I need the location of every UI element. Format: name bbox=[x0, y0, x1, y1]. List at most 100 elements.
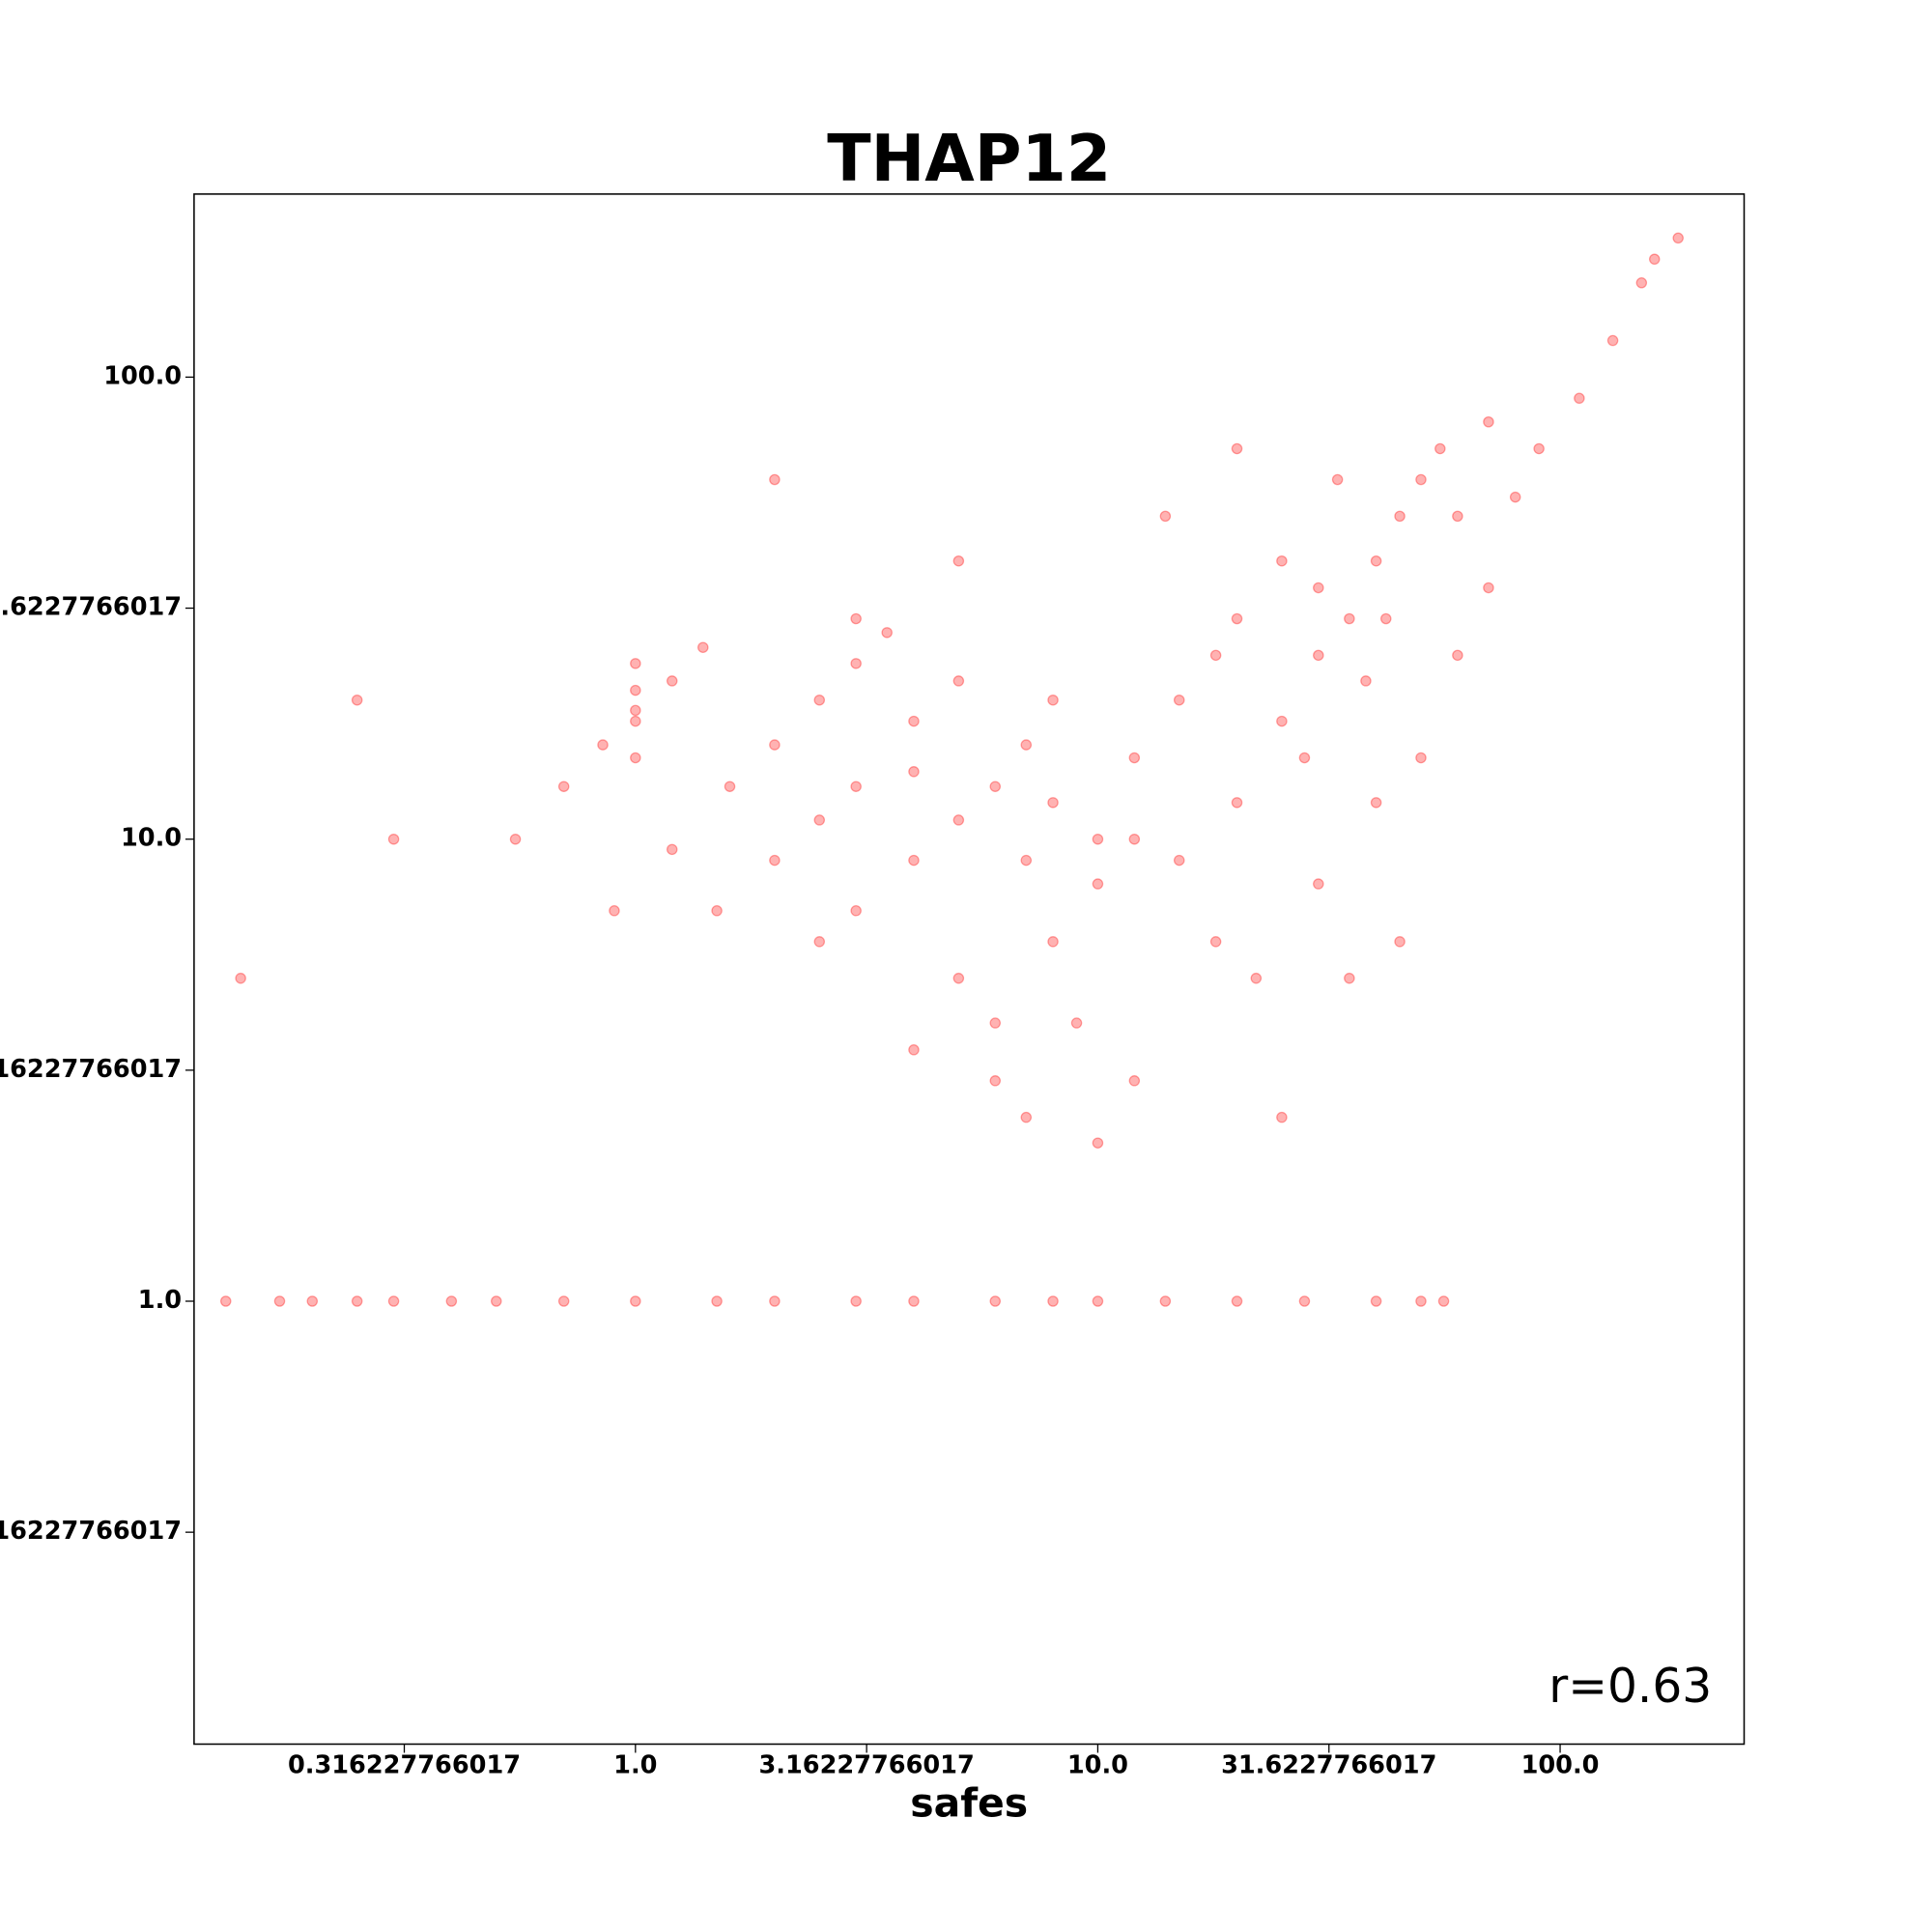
point bbox=[769, 739, 781, 751]
point bbox=[1606, 334, 1619, 347]
point bbox=[445, 1295, 458, 1307]
point bbox=[1452, 649, 1463, 662]
point bbox=[908, 1295, 920, 1307]
y-tick-label: 31.6227766017 bbox=[0, 593, 182, 622]
point bbox=[1128, 752, 1141, 764]
point bbox=[1209, 649, 1222, 662]
y-tick-label: 10.0 bbox=[121, 824, 182, 853]
point bbox=[557, 781, 570, 792]
plot-frame bbox=[193, 193, 1746, 1746]
point bbox=[989, 1295, 1002, 1307]
point bbox=[1574, 392, 1585, 405]
point bbox=[1415, 752, 1427, 764]
point bbox=[509, 833, 522, 845]
point bbox=[597, 739, 609, 751]
point bbox=[813, 936, 826, 948]
point bbox=[306, 1295, 319, 1307]
x-tick-label: 3.16227766017 bbox=[758, 1751, 974, 1780]
point bbox=[989, 1017, 1002, 1029]
point bbox=[1648, 253, 1661, 266]
x-tick-label: 0.316227766017 bbox=[288, 1751, 521, 1780]
point bbox=[850, 781, 862, 792]
point bbox=[1415, 1295, 1427, 1307]
point bbox=[1344, 972, 1355, 984]
point bbox=[1452, 510, 1463, 523]
point bbox=[1231, 442, 1243, 455]
point bbox=[850, 1295, 862, 1307]
point bbox=[1276, 1111, 1288, 1123]
points bbox=[219, 232, 1684, 1307]
point bbox=[850, 905, 862, 917]
point bbox=[1298, 1295, 1311, 1307]
point bbox=[1313, 649, 1324, 662]
point bbox=[989, 1075, 1002, 1087]
chart-title: THAP12 bbox=[827, 121, 1111, 196]
x-tick-label: 100.0 bbox=[1521, 1751, 1600, 1780]
point bbox=[1047, 797, 1059, 809]
point bbox=[387, 1295, 400, 1307]
point bbox=[908, 854, 920, 867]
point bbox=[1092, 878, 1104, 890]
point bbox=[850, 658, 862, 669]
point bbox=[1209, 936, 1222, 948]
point bbox=[908, 1044, 920, 1056]
point bbox=[1370, 1295, 1382, 1307]
y-tick-label: 100.0 bbox=[103, 361, 182, 390]
point bbox=[711, 905, 723, 917]
point bbox=[952, 972, 965, 984]
point bbox=[630, 1295, 641, 1307]
point bbox=[769, 1295, 781, 1307]
point bbox=[1635, 277, 1648, 289]
point bbox=[1483, 582, 1494, 594]
point bbox=[769, 473, 781, 486]
point bbox=[1070, 1017, 1083, 1029]
x-tick-label: 1.0 bbox=[613, 1751, 657, 1780]
point bbox=[1313, 582, 1324, 594]
point bbox=[666, 675, 678, 687]
point bbox=[1231, 797, 1243, 809]
point bbox=[989, 781, 1002, 792]
point bbox=[1092, 1137, 1104, 1149]
point bbox=[711, 1295, 723, 1307]
point bbox=[1020, 854, 1033, 867]
point bbox=[630, 704, 641, 717]
point bbox=[1047, 1295, 1059, 1307]
point bbox=[1250, 972, 1263, 984]
annotation: r=0.63 bbox=[1548, 1660, 1712, 1714]
point bbox=[1394, 510, 1406, 523]
point bbox=[952, 675, 965, 687]
point bbox=[1231, 612, 1243, 625]
point bbox=[952, 814, 965, 826]
point bbox=[630, 752, 641, 764]
point bbox=[1128, 1075, 1141, 1087]
point bbox=[769, 854, 781, 867]
point bbox=[1370, 797, 1382, 809]
point bbox=[1159, 1295, 1172, 1307]
point bbox=[1047, 694, 1059, 706]
point bbox=[630, 658, 641, 669]
point bbox=[1313, 878, 1324, 890]
point bbox=[908, 766, 920, 778]
point bbox=[952, 554, 965, 567]
point bbox=[351, 1295, 363, 1307]
point bbox=[351, 694, 363, 706]
point bbox=[1370, 554, 1382, 567]
point bbox=[666, 843, 678, 856]
x-axis-label: safes bbox=[910, 1779, 1028, 1826]
point bbox=[1672, 232, 1684, 244]
point bbox=[1276, 554, 1288, 567]
point bbox=[387, 833, 400, 845]
point bbox=[881, 627, 893, 639]
point bbox=[813, 814, 826, 826]
point bbox=[630, 684, 641, 696]
point bbox=[490, 1295, 502, 1307]
y-tick-label: 3.16227766017 bbox=[0, 1055, 182, 1084]
point bbox=[1533, 442, 1545, 455]
point bbox=[850, 612, 862, 625]
point bbox=[219, 1295, 232, 1307]
x-tick-label: 31.6227766017 bbox=[1221, 1751, 1436, 1780]
point bbox=[273, 1295, 286, 1307]
point bbox=[1020, 739, 1033, 751]
point bbox=[1276, 715, 1288, 727]
point bbox=[696, 641, 709, 653]
